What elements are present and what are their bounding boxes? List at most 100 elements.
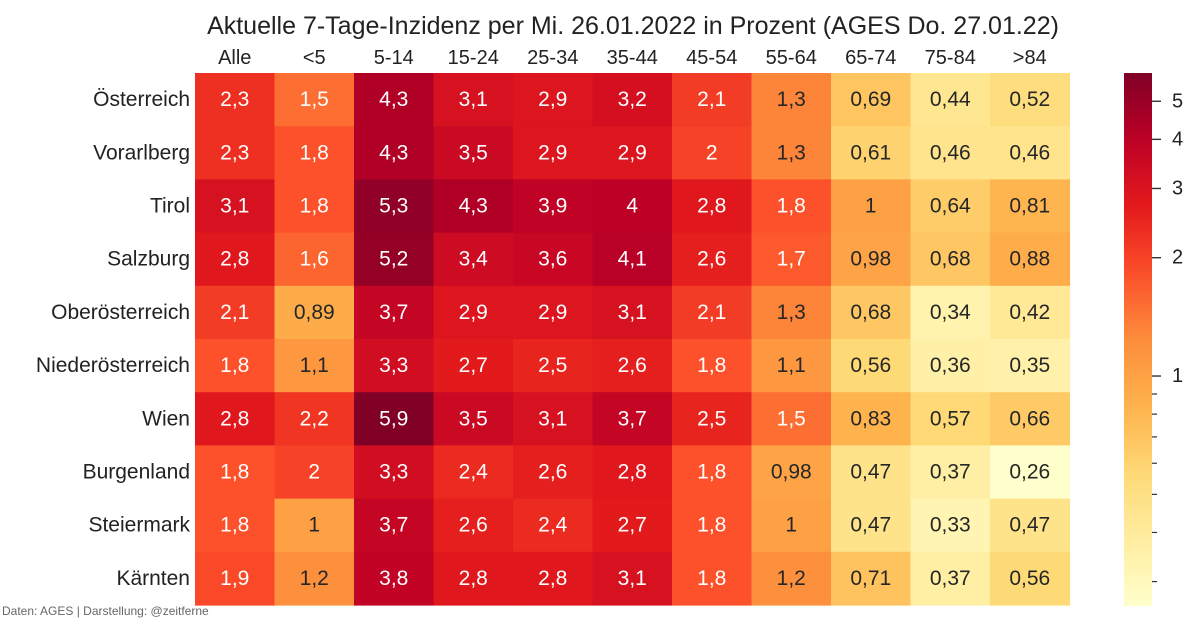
cell-value-label: 0,56 — [850, 354, 891, 377]
heatmap-cell — [592, 73, 673, 127]
cell-value-label: 1,8 — [697, 567, 726, 590]
cell-value-label: 1 — [308, 514, 320, 537]
cell-value-label: 2 — [706, 141, 718, 164]
cell-value-label: 3,1 — [220, 195, 249, 218]
heatmap-cell — [990, 126, 1071, 180]
heatmap-cell — [195, 126, 276, 180]
heatmap-cell — [751, 551, 832, 606]
cell-value-label: 2,7 — [459, 354, 488, 377]
heatmap-cell — [831, 339, 912, 393]
heatmap-cell — [751, 179, 832, 234]
heatmap-cell — [274, 285, 355, 340]
heatmap-cell — [354, 285, 435, 340]
cell-value-label: 2,5 — [538, 354, 567, 377]
cell-value-label: 0,81 — [1009, 195, 1050, 218]
heatmap-cells: 2,3 1,5 4,3 3,1 2,9 3,2 2,1 1,3 0,69 0,44 0,52 2,3 1… — [195, 73, 1071, 606]
heatmap-cell — [831, 498, 912, 553]
heatmap-cell — [910, 179, 991, 234]
cell-value-label: 3,1 — [618, 301, 647, 324]
cell-value-label: 1,3 — [777, 141, 806, 164]
heatmap-cell — [433, 392, 514, 446]
heatmap-cell — [672, 392, 753, 446]
cell-value-label: 0,33 — [930, 514, 971, 537]
cell-value-label: 1,2 — [777, 567, 806, 590]
heatmap-cell — [672, 73, 753, 127]
cell-value-label: 2,8 — [220, 248, 249, 271]
cell-value-label: 2,5 — [697, 407, 726, 430]
heatmap-cell — [910, 445, 991, 500]
heatmap-cell — [592, 498, 673, 553]
heatmap-cell — [672, 498, 753, 553]
cell-value-label: 0,56 — [1009, 567, 1050, 590]
heatmap-cell — [195, 339, 276, 393]
cell-value-label: 5,3 — [379, 195, 408, 218]
cell-value-label: 0,36 — [930, 354, 971, 377]
heatmap-cell — [274, 179, 355, 234]
row-label: Oberösterreich — [51, 301, 190, 324]
cell-value-label: 1 — [865, 195, 877, 218]
cell-value-label: 1,8 — [300, 141, 329, 164]
cell-value-label: 3,3 — [379, 461, 408, 484]
cell-value-label: 4,3 — [459, 195, 488, 218]
column-label: 15-24 — [448, 47, 499, 69]
cell-value-label: 1,5 — [777, 407, 806, 430]
column-label: 5-14 — [374, 47, 414, 69]
cell-value-label: 0,47 — [850, 514, 891, 537]
cell-value-label: 1,8 — [777, 195, 806, 218]
column-label: 35-44 — [607, 47, 658, 69]
heatmap-cell — [831, 445, 912, 500]
heatmap-cell — [831, 285, 912, 340]
cell-value-label: 3,7 — [618, 407, 647, 430]
cell-value-label: 0,47 — [850, 461, 891, 484]
cell-value-label: 2,6 — [618, 354, 647, 377]
heatmap-cell — [910, 126, 991, 180]
cell-value-label: 3,3 — [379, 354, 408, 377]
cell-value-label: 2,3 — [220, 141, 249, 164]
cell-value-label: 1,8 — [697, 514, 726, 537]
heatmap-cell — [513, 179, 594, 234]
heatmap-cell — [274, 445, 355, 500]
heatmap-cell — [274, 73, 355, 127]
cell-value-label: 0,61 — [850, 141, 891, 164]
cell-value-label: 0,46 — [930, 141, 971, 164]
cell-value-label: 3,1 — [538, 407, 567, 430]
heatmap-cell — [433, 445, 514, 500]
cell-value-label: 2,6 — [538, 461, 567, 484]
heatmap-cell — [433, 179, 514, 234]
cell-value-label: 4,3 — [379, 88, 408, 111]
cell-value-label: 0,68 — [850, 301, 891, 324]
heatmap-cell — [990, 179, 1071, 234]
heatmap-cell — [513, 498, 594, 553]
row-label: Steiermark — [88, 514, 190, 537]
heatmap-cell — [751, 232, 832, 287]
heatmap-cell — [433, 126, 514, 180]
cell-value-label: 2,8 — [538, 567, 567, 590]
cell-value-label: 2,9 — [538, 88, 567, 111]
heatmap-cell — [910, 339, 991, 393]
heatmap-cell — [831, 232, 912, 287]
colorbar-tick-label: 1 — [1172, 365, 1183, 387]
heatmap-cell — [513, 445, 594, 500]
cell-value-label: 3,8 — [379, 567, 408, 590]
heatmap-cell — [513, 285, 594, 340]
column-label: 75-84 — [925, 47, 976, 69]
colorbar-tick-label: 2 — [1172, 247, 1183, 269]
cell-value-label: 2,8 — [697, 195, 726, 218]
cell-value-label: 2,8 — [220, 407, 249, 430]
heatmap-cell — [990, 498, 1071, 553]
cell-value-label: 2,6 — [459, 514, 488, 537]
chart-title: Aktuelle 7-Tage-Inzidenz per Mi. 26.01.2… — [207, 12, 1059, 40]
row-label: Österreich — [93, 88, 190, 111]
cell-value-label: 3,5 — [459, 141, 488, 164]
heatmap-cell — [990, 285, 1071, 340]
heatmap-cell — [831, 551, 912, 606]
cell-value-label: 0,46 — [1009, 141, 1050, 164]
row-label: Tirol — [150, 195, 190, 218]
heatmap-cell — [433, 339, 514, 393]
cell-value-label: 1,3 — [777, 301, 806, 324]
heatmap-cell — [513, 73, 594, 127]
colorbar-tick-label: 3 — [1172, 177, 1183, 199]
cell-value-label: 1,8 — [220, 514, 249, 537]
colorbar-tick-label: 5 — [1172, 90, 1183, 112]
